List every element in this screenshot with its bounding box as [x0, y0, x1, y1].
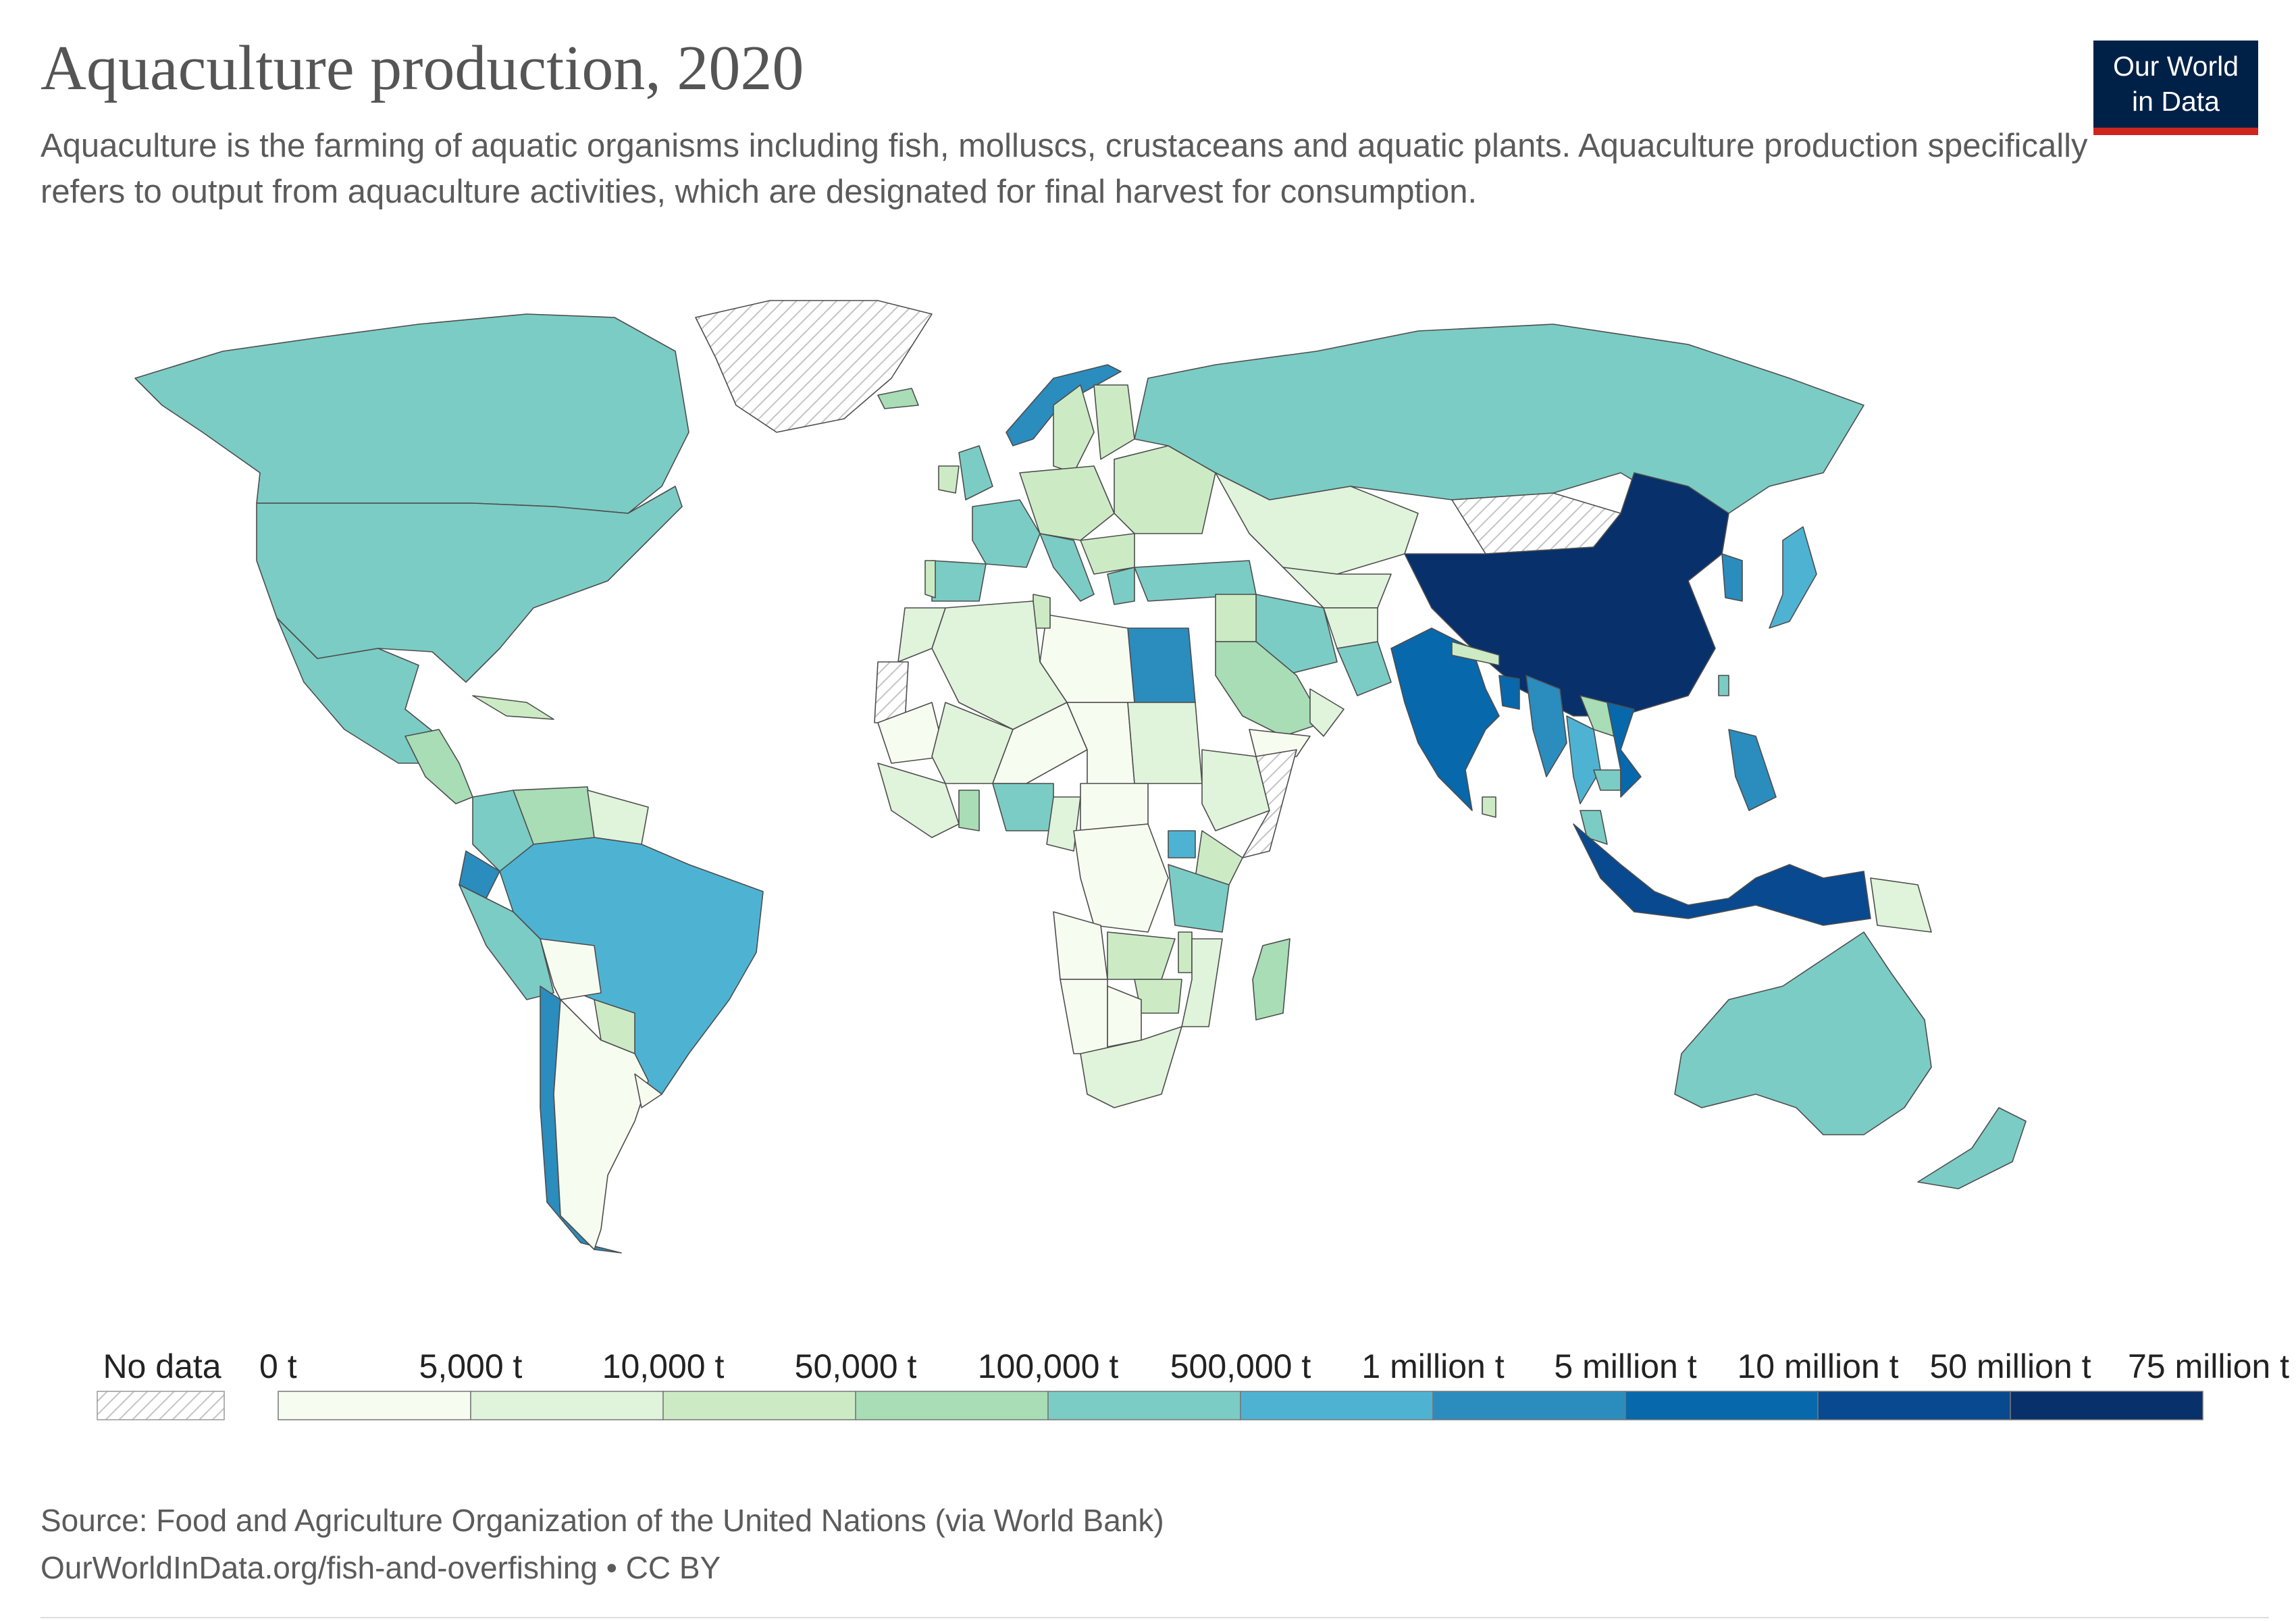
legend-label-9: 50 million t	[1930, 1347, 2091, 1385]
country-canada[interactable]	[134, 313, 689, 514]
legend-label-3: 50,000 t	[795, 1347, 917, 1385]
country-norway[interactable]	[1006, 364, 1122, 446]
country-tanzania[interactable]	[1168, 864, 1230, 933]
country-papua-new-guinea[interactable]	[1870, 877, 1932, 933]
country-mali[interactable]	[931, 702, 1014, 784]
footer: Source: Food and Agriculture Organizatio…	[41, 1497, 1164, 1591]
country-france[interactable]	[972, 499, 1041, 568]
legend-label-5: 500,000 t	[1170, 1347, 1311, 1385]
country-new-zealand[interactable]	[1917, 1107, 2027, 1189]
world-map[interactable]	[0, 0, 2296, 1317]
country-mozambique[interactable]	[1181, 938, 1223, 1027]
legend-label-1: 5,000 t	[419, 1347, 523, 1385]
legend-swatch-7	[1625, 1391, 1819, 1420]
legend-label-8: 10 million t	[1738, 1347, 1899, 1385]
country-madagascar[interactable]	[1252, 938, 1290, 1021]
country-morocco[interactable]	[897, 607, 946, 663]
country-philippines[interactable]	[1728, 729, 1777, 811]
legend-swatch-1	[470, 1391, 664, 1420]
country-japan[interactable]	[1769, 526, 1817, 629]
country-uruguay[interactable]	[634, 1073, 662, 1108]
country-ethiopia[interactable]	[1201, 749, 1270, 831]
country-central-asia[interactable]	[1282, 567, 1392, 609]
country-bolivia[interactable]	[540, 938, 602, 1000]
country-nepal[interactable]	[1451, 641, 1500, 666]
country-greenland[interactable]	[695, 300, 933, 433]
country-argentina[interactable]	[553, 999, 649, 1250]
country-oman[interactable]	[1309, 688, 1345, 737]
country-italy[interactable]	[1039, 533, 1095, 602]
country-cuba[interactable]	[472, 695, 554, 720]
chart-subtitle: Aquaculture is the farming of aquatic or…	[41, 128, 2088, 210]
logo-accent-bar	[2093, 128, 2258, 135]
country-dr-congo[interactable]	[1073, 823, 1169, 933]
chart-title: Aquaculture production, 2020	[41, 33, 804, 103]
license-link[interactable]: OurWorldInData.org/fish-and-overfishing …	[41, 1550, 721, 1585]
country-australia[interactable]	[1674, 931, 1932, 1135]
country-bangladesh[interactable]	[1498, 675, 1520, 710]
legend-label-6: 1 million t	[1361, 1347, 1504, 1385]
legend-swatch-4	[1047, 1391, 1241, 1420]
legend-label-10: 75 million t	[2128, 1347, 2289, 1385]
legend-label-2: 10,000 t	[602, 1347, 725, 1385]
country-sweden[interactable]	[1053, 384, 1095, 473]
country-united-kingdom[interactable]	[958, 445, 993, 500]
country-cameroon[interactable]	[1046, 796, 1081, 852]
country-west-africa-coast[interactable]	[877, 763, 960, 838]
legend-swatch-3	[855, 1391, 1049, 1420]
footer-divider	[41, 1617, 2269, 1618]
country-taiwan[interactable]	[1718, 675, 1729, 696]
legend-swatch-2	[662, 1391, 856, 1420]
country-somalia[interactable]	[1242, 749, 1297, 858]
legend-label-4: 100,000 t	[978, 1347, 1119, 1385]
legend-swatch-9	[2010, 1391, 2203, 1420]
logo-line-2: in Data	[2132, 86, 2220, 117]
country-central-europe[interactable]	[1019, 465, 1115, 541]
country-sri-lanka[interactable]	[1482, 796, 1496, 818]
country-ghana[interactable]	[958, 790, 980, 831]
legend-label-0: 0 t	[259, 1347, 297, 1385]
logo-line-1: Our World	[2112, 51, 2239, 82]
country-uganda[interactable]	[1168, 830, 1196, 858]
country-iceland[interactable]	[877, 388, 919, 409]
legend-swatch-5	[1240, 1391, 1434, 1420]
legend-no-data-label: No data	[103, 1347, 221, 1385]
country-indonesia[interactable]	[1573, 823, 1871, 926]
legend-no-data-swatch	[97, 1391, 225, 1420]
country-saudi-arabia[interactable]	[1215, 641, 1324, 737]
country-peru[interactable]	[459, 884, 554, 1000]
color-legend: No data 0 t 5,000 t 10,000 t 50,000 t 100,00…	[97, 1347, 2289, 1420]
source-note: Source: Food and Agriculture Organizatio…	[41, 1503, 1164, 1538]
country-korea[interactable]	[1721, 553, 1743, 602]
country-myanmar[interactable]	[1525, 675, 1567, 777]
country-portugal[interactable]	[924, 560, 936, 598]
country-greece[interactable]	[1107, 567, 1135, 605]
legend-swatch-0	[278, 1391, 471, 1420]
country-south-africa[interactable]	[1080, 1026, 1182, 1108]
country-pakistan[interactable]	[1336, 641, 1392, 696]
legend-swatch-6	[1432, 1391, 1626, 1420]
country-thailand[interactable]	[1566, 715, 1601, 804]
country-niger[interactable]	[992, 702, 1088, 784]
owid-logo[interactable]: Our World in Data	[2093, 41, 2258, 135]
legend-swatch-8	[1817, 1391, 2011, 1420]
country-vietnam[interactable]	[1607, 702, 1642, 798]
country-ireland[interactable]	[938, 465, 960, 494]
legend-label-7: 5 million t	[1554, 1347, 1696, 1385]
